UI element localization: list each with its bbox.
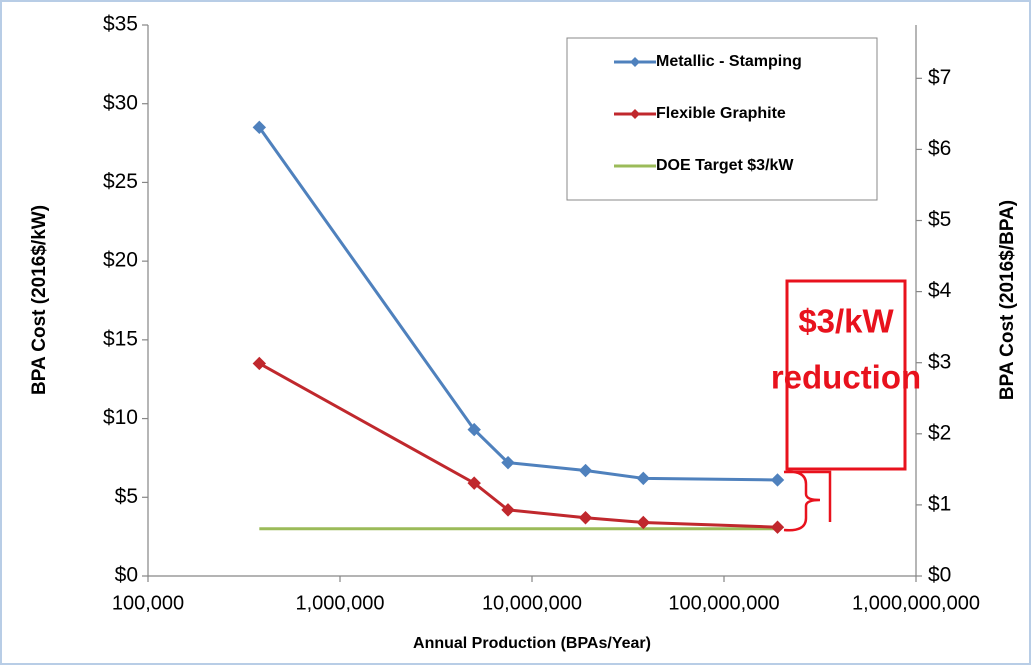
y-tick-label: $20 xyxy=(103,249,138,272)
legend-label: Metallic - Stamping xyxy=(656,53,802,70)
y2-tick-label: $5 xyxy=(928,208,951,231)
y2-tick-label: $4 xyxy=(928,279,952,302)
y-tick-label: $25 xyxy=(103,170,138,193)
marker xyxy=(252,120,267,135)
y2-tick-label: $3 xyxy=(928,350,951,373)
marker xyxy=(636,471,651,486)
y2-tick-label: $1 xyxy=(928,492,951,515)
marker xyxy=(578,463,593,478)
y-tick-label: $0 xyxy=(115,564,138,587)
y2-tick-label: $0 xyxy=(928,564,951,587)
y-tick-label: $5 xyxy=(115,485,138,508)
annotation-line: $3/kW xyxy=(798,303,894,340)
marker xyxy=(467,476,481,490)
marker xyxy=(770,520,785,534)
series-line xyxy=(258,126,778,482)
marker xyxy=(578,511,593,525)
legend-label: DOE Target $3/kW xyxy=(656,157,794,174)
legend-label: Flexible Graphite xyxy=(656,105,786,122)
x-tick-label: 1,000,000,000 xyxy=(852,592,980,614)
y-axis-label: BPA Cost (2016$/kW) xyxy=(29,205,50,395)
y2-tick-label: $2 xyxy=(928,421,951,444)
marker xyxy=(770,473,785,487)
marker xyxy=(252,356,267,371)
brace xyxy=(783,470,832,532)
marker xyxy=(467,422,481,437)
x-tick-label: 10,000,000 xyxy=(482,592,582,614)
legend-marker xyxy=(630,57,640,67)
y2-tick-label: $7 xyxy=(928,66,951,89)
annotation-line: reduction xyxy=(771,359,921,396)
x-axis-label: Annual Production (BPAs/Year) xyxy=(413,635,651,652)
y2-tick-label: $6 xyxy=(928,137,951,160)
y-tick-label: $10 xyxy=(103,406,138,429)
series-line xyxy=(258,362,778,529)
legend xyxy=(566,37,878,201)
marker xyxy=(501,455,515,470)
y-tick-label: $15 xyxy=(103,327,138,350)
x-tick-label: 100,000 xyxy=(112,592,184,614)
y-tick-label: $35 xyxy=(103,13,138,36)
y2-axis-label: BPA Cost (2016$/BPA) xyxy=(997,200,1018,400)
x-tick-label: 1,000,000 xyxy=(296,592,385,614)
legend-marker xyxy=(630,109,640,119)
marker xyxy=(501,503,515,517)
annotation-box xyxy=(785,279,907,471)
marker xyxy=(636,515,651,530)
x-tick-label: 100,000,000 xyxy=(668,592,779,614)
y-tick-label: $30 xyxy=(103,91,138,114)
